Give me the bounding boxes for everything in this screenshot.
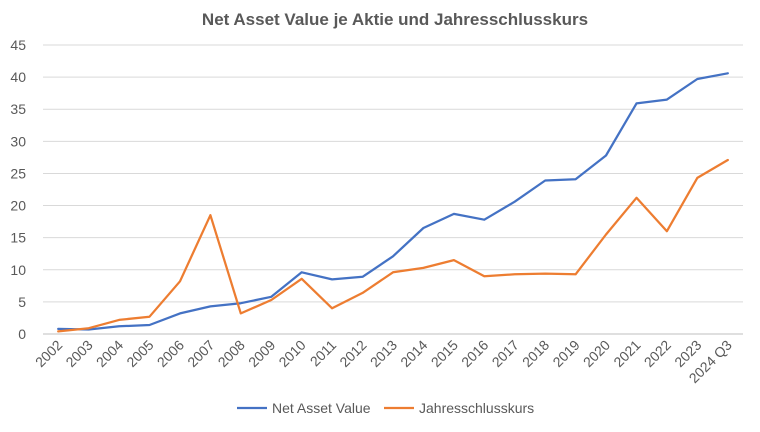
x-tick-label: 2009	[245, 337, 278, 370]
x-tick-label: 2007	[184, 337, 217, 370]
y-tick-label: 0	[18, 326, 26, 342]
x-tick-label: 2010	[275, 337, 308, 370]
series-line-net-asset-value	[57, 72, 729, 331]
x-tick-label: 2014	[397, 337, 430, 370]
legend-label: Jahresschlusskurs	[419, 400, 534, 416]
legend: Net Asset Value Jahresschlusskurs	[237, 400, 534, 416]
x-tick-label: 2013	[367, 337, 400, 370]
y-tick-label: 20	[10, 198, 26, 214]
legend-label: Net Asset Value	[272, 400, 371, 416]
gridlines	[43, 44, 743, 335]
y-tick-label: 10	[10, 262, 26, 278]
x-tick-label: 2022	[641, 337, 674, 370]
y-tick-label: 25	[10, 165, 26, 181]
y-axis-ticks: 0 5 10 15 20 25 30 35 40 45	[10, 37, 26, 342]
x-axis-ticks: 2002200320042005200620072008200920102011…	[32, 337, 735, 386]
x-tick-label: 2002	[32, 337, 65, 370]
x-tick-label: 2011	[307, 337, 340, 370]
x-tick-label: 2019	[549, 337, 582, 370]
x-tick-label: 2017	[489, 337, 522, 370]
x-tick-label: 2018	[519, 337, 552, 370]
x-tick-label: 2006	[154, 337, 187, 370]
x-tick-label: 2005	[123, 337, 156, 370]
x-tick-label: 2020	[580, 337, 613, 370]
x-tick-label: 2008	[215, 337, 248, 370]
y-tick-label: 45	[10, 37, 26, 53]
x-tick-label: 2021	[610, 337, 643, 370]
x-tick-label: 2015	[428, 337, 461, 370]
series-lines	[57, 72, 729, 333]
y-tick-label: 35	[10, 101, 26, 117]
series-line-jahresschlusskurs	[57, 158, 729, 333]
chart-title: Net Asset Value je Aktie und Jahresschlu…	[202, 10, 588, 29]
x-tick-label: 2003	[62, 337, 95, 370]
y-tick-label: 40	[10, 69, 26, 85]
y-tick-label: 30	[10, 133, 26, 149]
y-tick-label: 5	[18, 294, 26, 310]
x-tick-label: 2016	[458, 337, 491, 370]
x-tick-label: 2012	[336, 337, 369, 370]
y-tick-label: 15	[10, 230, 26, 246]
x-tick-label: 2004	[93, 337, 126, 370]
